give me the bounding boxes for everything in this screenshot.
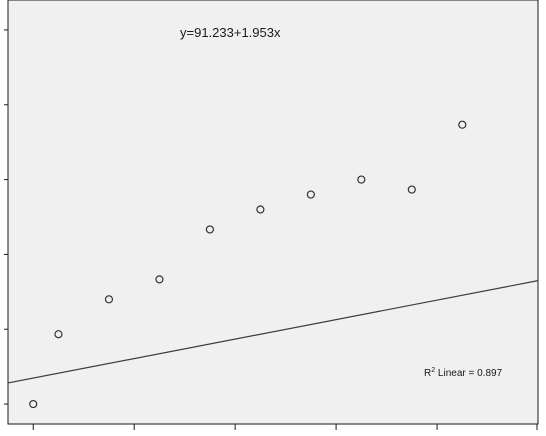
plot-area bbox=[7, 0, 539, 425]
regression-equation: y=91.233+1.953x bbox=[180, 25, 281, 40]
data-point bbox=[155, 275, 164, 284]
data-point bbox=[104, 295, 114, 304]
data-point bbox=[205, 225, 215, 234]
y-axis-ticks bbox=[4, 29, 8, 405]
data-point bbox=[407, 185, 416, 194]
data-points bbox=[29, 120, 467, 409]
data-point bbox=[357, 175, 366, 184]
x-axis-ticks bbox=[32, 424, 538, 430]
data-point bbox=[458, 120, 467, 129]
r-squared-label: R2 Linear = 0.897 bbox=[424, 367, 503, 379]
data-point bbox=[256, 205, 265, 214]
data-point bbox=[29, 399, 38, 409]
regression-line bbox=[7, 280, 539, 384]
data-point bbox=[54, 330, 63, 339]
data-point bbox=[306, 190, 315, 199]
